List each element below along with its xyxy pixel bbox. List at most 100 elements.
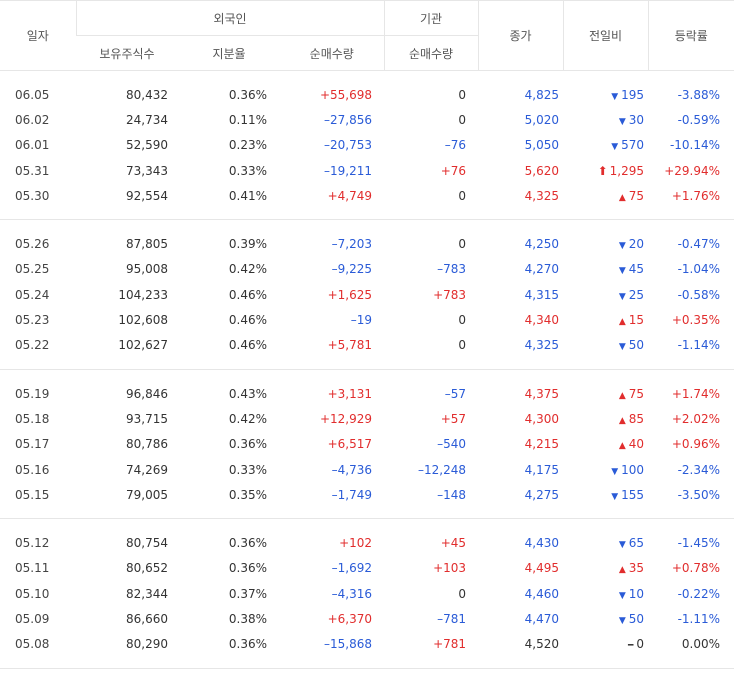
- foreign-net-cell: +1,625: [327, 287, 373, 302]
- foreign-net-cell: +12,929: [319, 411, 373, 426]
- change-cell-value: 195: [621, 87, 645, 102]
- triangle-up-icon: ▲: [618, 390, 626, 401]
- group-spacer: [0, 208, 734, 219]
- holdings-cell: 74,269: [126, 462, 168, 477]
- close-cell: 5,020: [524, 112, 560, 127]
- date-cell: 05.23: [15, 313, 50, 328]
- inst-net-cell: 0: [458, 313, 467, 328]
- change-cell-value: 570: [621, 138, 645, 153]
- date-cell: 05.25: [15, 262, 50, 277]
- date-cell: 05.18: [15, 411, 50, 426]
- change-cell-value: 40: [628, 437, 645, 452]
- triangle-down-icon: ▼: [618, 615, 626, 626]
- change-cell: ▼ 195: [563, 82, 648, 107]
- header-holdings: 보유주식수: [76, 35, 178, 71]
- change-cell: ▼ 50: [563, 606, 648, 631]
- table-row: 05.15 79,005 0.35% –1,749 –148 4,275 ▼ 155 -3.50…: [0, 482, 734, 507]
- close-cell: 4,275: [524, 487, 560, 502]
- group-divider: [0, 219, 734, 221]
- change-cell-value: 100: [621, 462, 645, 477]
- rate-cell: +0.35%: [671, 313, 721, 328]
- change-cell-value: 15: [628, 313, 645, 328]
- ratio-cell: 0.36%: [228, 536, 267, 551]
- foreign-net-cell: –9,225: [331, 262, 373, 277]
- date-cell: 05.31: [15, 163, 50, 178]
- change-cell: ▲ 40: [563, 432, 648, 457]
- change-cell: ▼ 10: [563, 581, 648, 606]
- group-spacer: [0, 71, 734, 83]
- header-ratio: 지분율: [178, 35, 280, 71]
- table-row: 05.30 92,554 0.41% +4,749 0 4,325 ▲ 75 +1.76%: [0, 183, 734, 208]
- foreign-net-cell: –20,753: [324, 138, 373, 153]
- rate-cell: -1.11%: [677, 611, 721, 626]
- change-cell-value: 50: [628, 338, 645, 353]
- change-cell-value: 75: [628, 386, 645, 401]
- triangle-down-icon: ▼: [618, 540, 626, 551]
- date-cell: 05.11: [15, 561, 50, 576]
- foreign-net-cell: –4,736: [331, 462, 373, 477]
- foreign-net-cell: –19,211: [324, 163, 373, 178]
- foreign-net-cell: –1,749: [331, 487, 373, 502]
- ratio-cell: 0.37%: [228, 586, 267, 601]
- change-cell-value: 85: [628, 411, 645, 426]
- foreign-net-cell: +4,749: [327, 188, 373, 203]
- inst-net-cell: 0: [458, 338, 467, 353]
- inst-net-cell: +76: [440, 163, 467, 178]
- change-cell-value: 65: [628, 536, 645, 551]
- table-row: 05.19 96,846 0.43% +3,131 –57 4,375 ▲ 75 +1.74%: [0, 381, 734, 406]
- holdings-cell: 92,554: [126, 188, 168, 203]
- rate-cell: +1.74%: [671, 386, 721, 401]
- triangle-up-icon: ▲: [618, 317, 626, 328]
- table-row: 05.25 95,008 0.42% –9,225 –783 4,270 ▼ 45 -1.04%: [0, 257, 734, 282]
- foreign-net-cell: –27,856: [324, 112, 373, 127]
- date-cell: 05.16: [15, 462, 50, 477]
- change-cell: ▼ 155: [563, 482, 648, 507]
- foreign-net-cell: +102: [339, 536, 373, 551]
- close-cell: 4,495: [524, 561, 560, 576]
- ratio-cell: 0.11%: [228, 112, 267, 127]
- foreign-net-cell: –7,203: [331, 237, 373, 252]
- close-cell: 4,325: [524, 188, 560, 203]
- foreign-net-cell: –4,316: [331, 586, 373, 601]
- close-cell: 4,430: [524, 536, 560, 551]
- ratio-cell: 0.23%: [228, 138, 267, 153]
- close-cell: 4,520: [524, 637, 560, 652]
- table-row: 05.17 80,786 0.36% +6,517 –540 4,215 ▲ 40 +0.96%: [0, 432, 734, 457]
- foreign-net-cell: –15,868: [324, 637, 373, 652]
- group-spacer: [0, 358, 734, 369]
- rate-cell: +29.94%: [664, 163, 721, 178]
- header-foreign: 외국인: [75, 0, 385, 36]
- triangle-down-icon: ▼: [618, 590, 626, 601]
- date-cell: 05.12: [15, 536, 50, 551]
- change-cell: ▼ 25: [563, 282, 648, 307]
- date-cell: 05.09: [15, 611, 50, 626]
- upper-limit-arrow-icon: ⬆: [597, 163, 608, 178]
- date-cell: 06.02: [15, 112, 50, 127]
- triangle-down-icon: ▼: [618, 241, 626, 252]
- change-cell-value: 50: [628, 611, 645, 626]
- close-cell: 4,300: [524, 411, 560, 426]
- date-cell: 05.22: [15, 338, 50, 353]
- investor-trading-table: 일자 외국인 기관 종가 전일비 등락률 보유주식수 지분율 순매수량 순매수량…: [0, 0, 734, 669]
- triangle-down-icon: ▼: [611, 91, 619, 102]
- rate-cell: -0.58%: [677, 287, 721, 302]
- foreign-net-cell: –1,692: [331, 561, 373, 576]
- foreign-net-cell: +5,781: [327, 338, 373, 353]
- triangle-down-icon: ▼: [611, 491, 619, 502]
- rate-cell: +0.78%: [671, 561, 721, 576]
- change-cell: ▼ 65: [563, 530, 648, 555]
- table-row: 06.05 80,432 0.36% +55,698 0 4,825 ▼ 195 -3.88%: [0, 82, 734, 107]
- triangle-down-icon: ▼: [611, 142, 619, 153]
- change-cell-value: 155: [621, 487, 645, 502]
- holdings-cell: 96,846: [126, 386, 168, 401]
- table-body: 06.05 80,432 0.36% +55,698 0 4,825 ▼ 195 -3.88% 0…: [0, 71, 734, 669]
- holdings-cell: 93,715: [126, 411, 168, 426]
- triangle-down-icon: ▼: [611, 466, 619, 477]
- change-cell: ▼ 20: [563, 231, 648, 256]
- foreign-net-cell: +55,698: [319, 87, 373, 102]
- close-cell: 4,270: [524, 262, 560, 277]
- change-cell: ▲ 35: [563, 556, 648, 581]
- close-cell: 4,175: [524, 462, 560, 477]
- date-cell: 05.24: [15, 287, 50, 302]
- inst-net-cell: –12,248: [418, 462, 467, 477]
